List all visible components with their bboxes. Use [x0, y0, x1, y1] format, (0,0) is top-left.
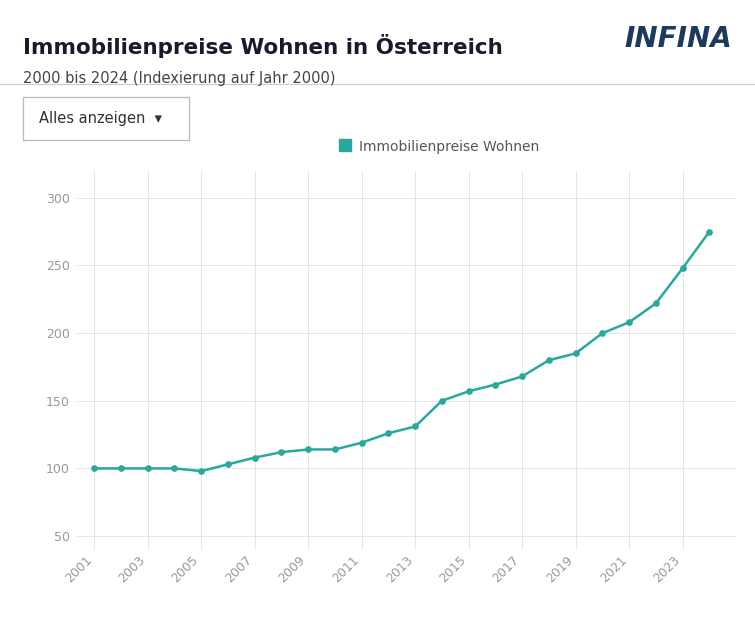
Text: 2000 bis 2024 (Indexierung auf Jahr 2000): 2000 bis 2024 (Indexierung auf Jahr 2000… [23, 71, 335, 86]
Text: Immobilienpreise Wohnen in Österreich: Immobilienpreise Wohnen in Österreich [23, 34, 502, 58]
Text: INFINA: INFINA [624, 25, 732, 53]
Text: Alles anzeigen  ▾: Alles anzeigen ▾ [39, 111, 162, 126]
Legend: Immobilienpreise Wohnen: Immobilienpreise Wohnen [333, 134, 545, 159]
